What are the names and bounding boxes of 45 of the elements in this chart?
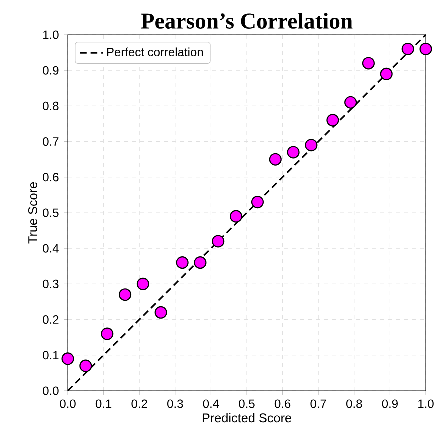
point: [269, 153, 282, 166]
y-axis-title: True Score: [28, 182, 38, 244]
y-tick-label: 0.0: [43, 386, 59, 396]
point: [251, 196, 264, 209]
point: [402, 42, 414, 56]
point: [119, 288, 132, 302]
y-tick-label: 0.8: [43, 102, 59, 110]
x-tick-label: 0.1: [96, 400, 112, 408]
y-tick-label: 0.1: [43, 351, 59, 360]
y-tick-label: 0.2: [43, 316, 59, 324]
x-tick-label: 0.6: [274, 400, 291, 408]
y-tick-label: 0.4: [43, 244, 59, 253]
x-tick-label: 0.4: [203, 400, 220, 408]
point: [62, 352, 74, 366]
point: [305, 139, 318, 152]
x-tick-label: 0.2: [132, 400, 148, 408]
point: [80, 360, 92, 372]
chart-title: Pearson’s Correlation: [141, 13, 353, 29]
x-axis-title: Predicted Score: [202, 413, 292, 423]
point: [380, 68, 393, 80]
x-tick-label: 0.7: [310, 400, 326, 408]
x-tick-label: 0.0: [60, 400, 76, 408]
point: [230, 210, 243, 223]
point: [344, 96, 358, 109]
point: [101, 328, 114, 340]
point: [136, 278, 150, 290]
y-tick-label: 0.6: [43, 173, 59, 182]
y-tick-label: 1.0: [44, 30, 59, 40]
x-tick-label: 0.3: [168, 400, 184, 408]
x-tick-label: 0.9: [382, 400, 398, 408]
point: [176, 256, 189, 270]
point: [362, 57, 375, 70]
x-tick-label: 0.8: [346, 400, 362, 408]
legend-label: Perfect correlation: [107, 48, 204, 57]
x-tick-label: 0.5: [239, 400, 255, 408]
point: [154, 306, 168, 319]
x-tick-label: 1.0: [418, 400, 434, 408]
y-tick-label: 0.9: [43, 66, 59, 75]
y-tick-label: 0.5: [43, 208, 59, 218]
point: [326, 114, 340, 127]
point: [287, 146, 300, 159]
y-tick-label: 0.3: [43, 280, 59, 288]
point: [212, 235, 225, 248]
point: [194, 256, 207, 270]
y-tick-label: 0.7: [43, 138, 59, 146]
